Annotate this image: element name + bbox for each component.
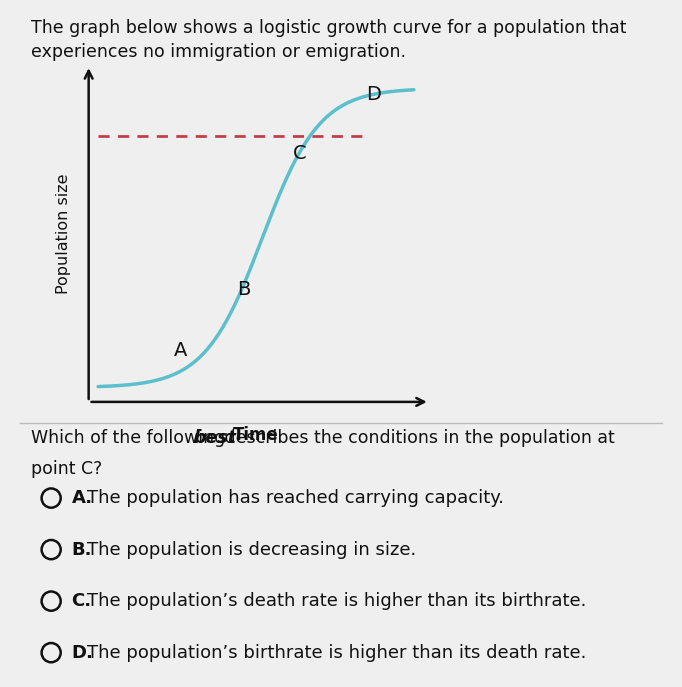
Text: experiences no immigration or emigration.: experiences no immigration or emigration… xyxy=(31,43,406,60)
Text: B.: B. xyxy=(72,541,92,559)
Text: A: A xyxy=(173,341,187,360)
Text: The population’s birthrate is higher than its death rate.: The population’s birthrate is higher tha… xyxy=(87,644,587,662)
Text: B: B xyxy=(237,280,250,299)
Text: A.: A. xyxy=(72,489,93,507)
Text: The population is decreasing in size.: The population is decreasing in size. xyxy=(87,541,417,559)
Text: C: C xyxy=(293,144,307,163)
Text: describes the conditions in the population at: describes the conditions in the populati… xyxy=(219,429,614,447)
Text: C.: C. xyxy=(72,592,92,610)
Text: The graph below shows a logistic growth curve for a population that: The graph below shows a logistic growth … xyxy=(31,19,626,37)
Text: Population size: Population size xyxy=(56,173,71,294)
Text: Time: Time xyxy=(233,427,279,444)
Text: point C?: point C? xyxy=(31,460,102,478)
Text: Which of the following: Which of the following xyxy=(31,429,231,447)
Text: D.: D. xyxy=(72,644,93,662)
Text: best: best xyxy=(193,429,236,447)
Text: D: D xyxy=(366,85,381,104)
Text: The population has reached carrying capacity.: The population has reached carrying capa… xyxy=(87,489,504,507)
Text: The population’s death rate is higher than its birthrate.: The population’s death rate is higher th… xyxy=(87,592,587,610)
